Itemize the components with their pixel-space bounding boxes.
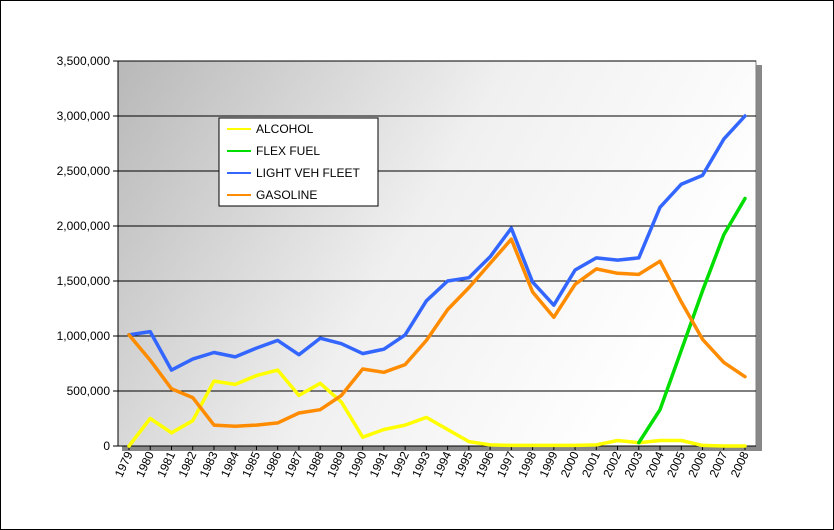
x-tick-label: 1997	[494, 449, 518, 479]
x-tick-label: 2002	[600, 449, 624, 479]
legend-label: ALCOHOL	[256, 122, 314, 136]
legend-label: FLEX FUEL	[256, 144, 320, 158]
y-axis-tick-labels: 0 500,000 1,000,000 1,500,000 2,000,000 2,500…	[57, 54, 111, 453]
x-tick-label: 1980	[133, 449, 157, 479]
x-tick-label: 1994	[430, 449, 454, 479]
x-axis-tick-labels: 1979198019811982198319841985198619871988…	[112, 449, 752, 479]
x-tick-label: 1993	[409, 449, 433, 479]
x-tick-label: 2000	[558, 449, 582, 479]
x-tick-label: 1998	[515, 449, 539, 479]
x-tick-label: 1987	[282, 449, 306, 479]
x-tick-label: 1983	[197, 449, 221, 479]
x-tick-label: 1985	[239, 449, 263, 479]
x-tick-label: 1982	[175, 449, 199, 479]
x-tick-label: 2007	[707, 449, 731, 479]
series-line-gasoline	[127, 237, 747, 428]
series-lines	[127, 114, 747, 448]
x-tick-label: 2005	[664, 449, 688, 479]
x-tick-label: 2001	[579, 449, 603, 479]
x-tick-label: 1979	[112, 449, 136, 479]
x-tick-label: 1992	[388, 449, 412, 479]
x-tick-label: 1996	[473, 449, 497, 479]
x-tick-label: 1990	[345, 449, 369, 479]
y-tick-label: 500,000	[67, 384, 111, 398]
y-tick-label: 3,500,000	[57, 54, 111, 68]
series-line-alcohol	[127, 368, 747, 448]
x-tick-label: 1986	[260, 449, 284, 479]
x-tick-label: 2006	[685, 449, 709, 479]
legend-label: LIGHT VEH FLEET	[256, 166, 360, 180]
x-tick-label: 2008	[728, 449, 752, 479]
x-tick-label: 1984	[218, 449, 242, 479]
x-tick-label: 1991	[367, 449, 391, 479]
y-tick-label: 1,500,000	[57, 274, 111, 288]
y-tick-label: 0	[103, 439, 110, 453]
legend-label: GASOLINE	[256, 188, 317, 202]
x-tick-label: 1999	[537, 449, 561, 479]
plot-area	[117, 60, 757, 447]
series-line-light-veh-fleet	[127, 114, 747, 372]
y-tick-label: 1,000,000	[57, 329, 111, 343]
x-tick-label: 1995	[452, 449, 476, 479]
x-tick-label: 1981	[154, 449, 178, 479]
x-tick-label: 2004	[643, 449, 667, 479]
y-tick-label: 3,000,000	[57, 109, 111, 123]
y-tick-label: 2,000,000	[57, 219, 111, 233]
legend: ALCOHOL FLEX FUEL LIGHT VEH FLEET GASOLINE	[218, 117, 379, 207]
y-tick-label: 2,500,000	[57, 164, 111, 178]
x-tick-label: 1988	[303, 449, 327, 479]
legend-box	[218, 117, 379, 207]
x-tick-label: 2003	[622, 449, 646, 479]
x-tick-label: 1989	[324, 449, 348, 479]
